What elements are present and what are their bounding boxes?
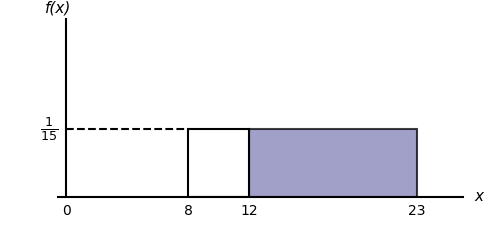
Text: x: x: [475, 189, 484, 204]
Bar: [188, 129, 249, 197]
Bar: [249, 129, 417, 197]
Text: $\frac{1}{15}$: $\frac{1}{15}$: [40, 115, 58, 143]
Text: f(x): f(x): [45, 1, 72, 16]
